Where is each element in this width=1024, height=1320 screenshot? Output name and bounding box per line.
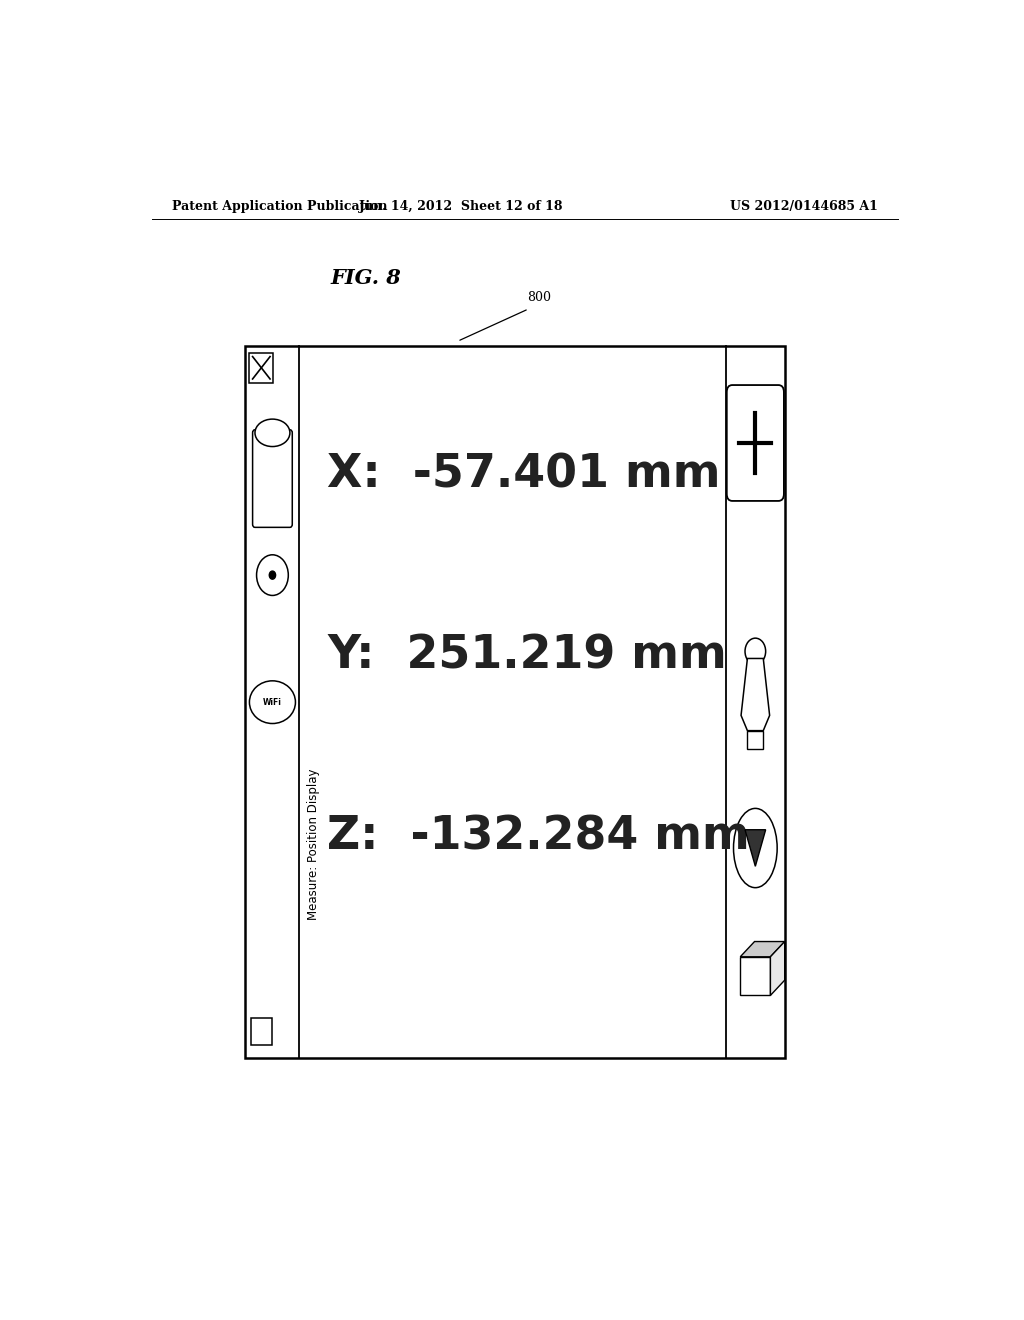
Circle shape xyxy=(269,572,275,579)
Text: 800: 800 xyxy=(527,290,551,304)
Bar xyxy=(250,352,273,383)
Bar xyxy=(740,957,770,995)
Polygon shape xyxy=(740,941,784,957)
Circle shape xyxy=(745,638,766,664)
Text: Y:  251.219 mm: Y: 251.219 mm xyxy=(328,634,727,678)
Text: FIG. 8: FIG. 8 xyxy=(331,268,401,288)
Polygon shape xyxy=(745,830,766,866)
Ellipse shape xyxy=(250,681,296,723)
Text: US 2012/0144685 A1: US 2012/0144685 A1 xyxy=(730,199,878,213)
Polygon shape xyxy=(770,941,784,995)
Polygon shape xyxy=(741,659,770,731)
Text: WiFi: WiFi xyxy=(263,698,282,706)
Circle shape xyxy=(257,554,289,595)
Text: Jun. 14, 2012  Sheet 12 of 18: Jun. 14, 2012 Sheet 12 of 18 xyxy=(359,199,563,213)
Ellipse shape xyxy=(255,420,290,446)
FancyBboxPatch shape xyxy=(727,385,784,500)
Bar xyxy=(251,1018,271,1044)
Bar xyxy=(748,731,763,748)
Text: X:  -57.401 mm: X: -57.401 mm xyxy=(328,451,721,498)
FancyBboxPatch shape xyxy=(253,430,292,528)
Text: Z:  -132.284 mm: Z: -132.284 mm xyxy=(328,814,750,859)
Text: Patent Application Publication: Patent Application Publication xyxy=(172,199,387,213)
Ellipse shape xyxy=(733,808,777,887)
Text: Measure: Position Display: Measure: Position Display xyxy=(307,768,321,920)
Bar xyxy=(246,346,785,1057)
